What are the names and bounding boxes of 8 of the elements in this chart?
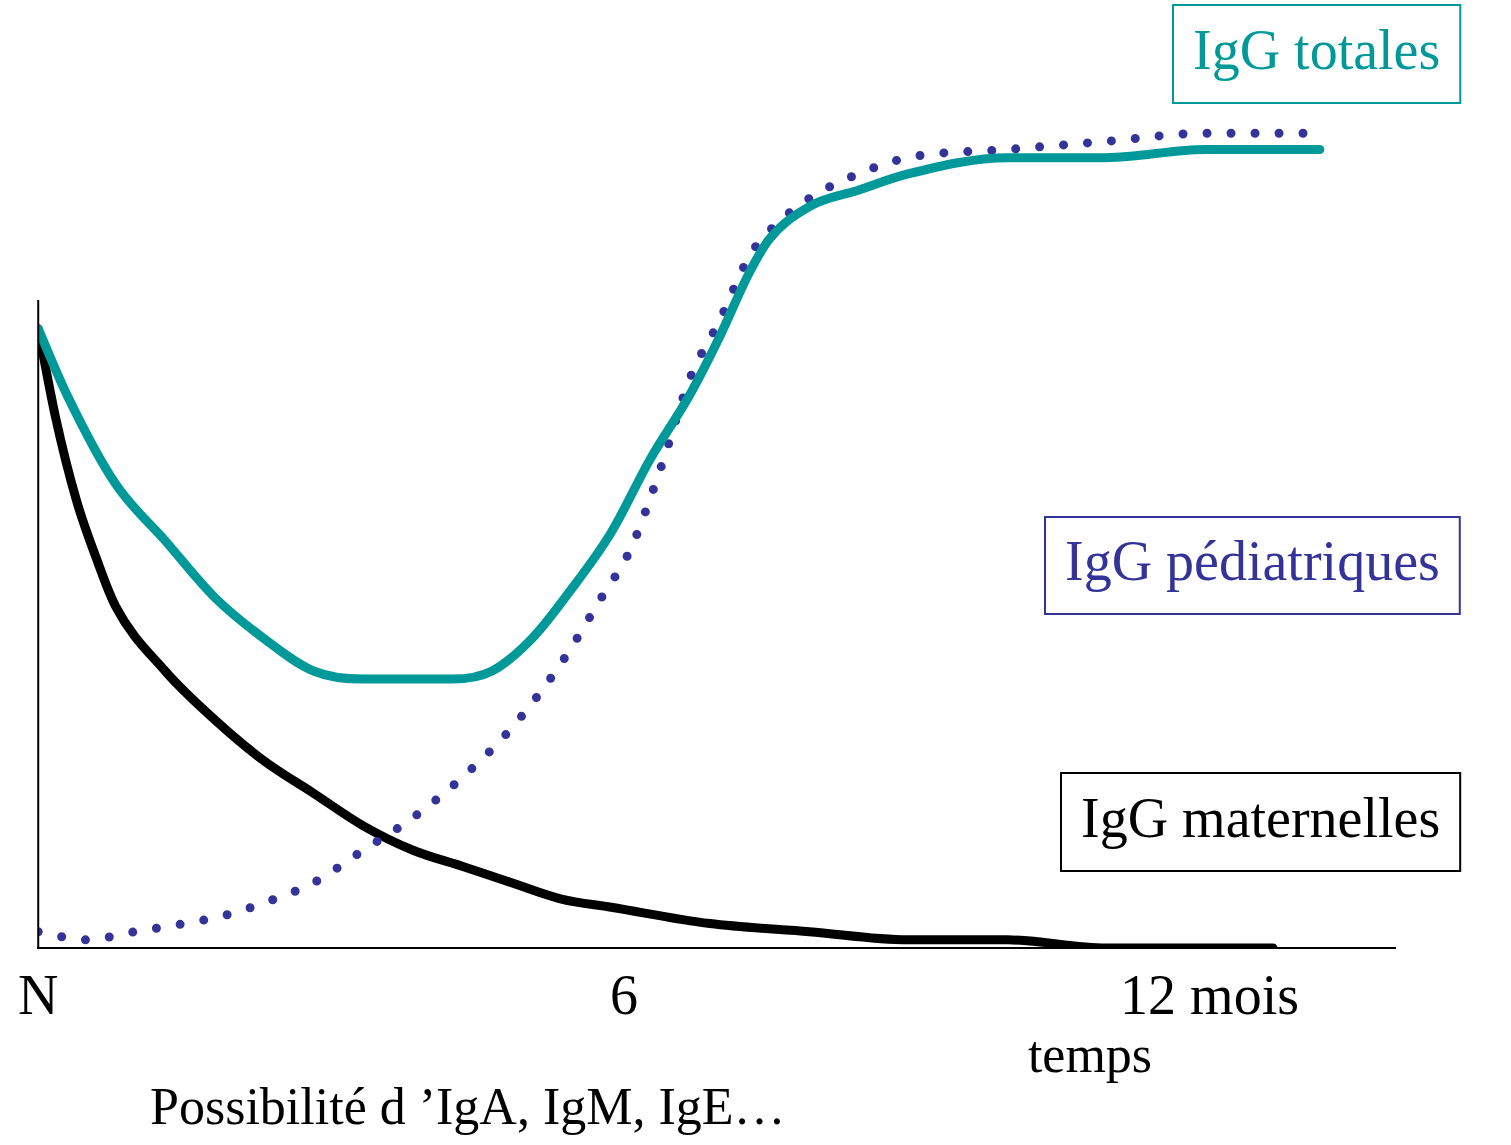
x-tick-label: 6 [609, 964, 638, 1027]
x-axis-title: temps [1027, 1025, 1153, 1083]
series-label: IgG totales [1193, 18, 1441, 81]
series-label: IgG maternelles [1081, 786, 1441, 849]
x-tick-label: N [17, 964, 59, 1027]
text: IgG pédiatriques [1065, 530, 1440, 593]
text: Possibilité d ’IgA, IgM, IgE… [150, 1077, 786, 1135]
x-tick-label: 12 mois [1120, 964, 1299, 1027]
